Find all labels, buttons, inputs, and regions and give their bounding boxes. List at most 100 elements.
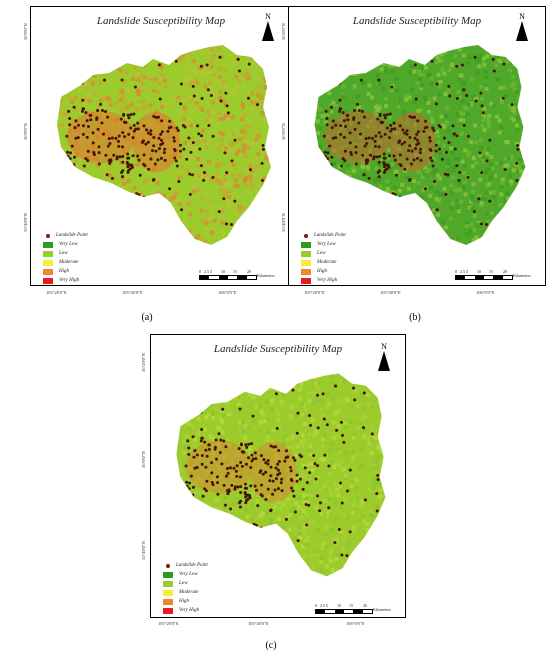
- landslide-point: [348, 468, 352, 472]
- landslide-point: [446, 173, 450, 177]
- legend-swatch: [43, 277, 53, 284]
- landslide-point: [117, 134, 121, 138]
- landslide-point: [365, 141, 369, 145]
- landslide-point: [85, 202, 89, 206]
- landslide-point: [352, 180, 356, 184]
- landslide-point: [158, 97, 162, 101]
- landslide-point: [363, 144, 367, 148]
- map-title: Landslide Susceptibility Map: [96, 15, 226, 27]
- landslide-point: [149, 157, 153, 161]
- landslide-point: [204, 448, 208, 452]
- landslide-point: [409, 162, 413, 166]
- landslide-point: [316, 464, 320, 468]
- landslide-point: [233, 487, 237, 491]
- landslide-point: [374, 134, 378, 138]
- landslide-point: [248, 496, 252, 500]
- landslide-point: [250, 442, 254, 446]
- landslide-point: [192, 455, 196, 459]
- landslide-point: [136, 127, 140, 131]
- landslide-point: [243, 482, 247, 486]
- landslide-point: [84, 111, 88, 115]
- landslide-point: [106, 210, 110, 214]
- landslide-point: [353, 108, 357, 112]
- landslide-point: [266, 462, 270, 466]
- landslide-point: [250, 453, 254, 457]
- landslide-point: [224, 445, 228, 449]
- landslide-point: [234, 469, 238, 473]
- lat-label-bottom: 35°40'0"N: [281, 213, 286, 232]
- landslide-point: [338, 109, 342, 113]
- landslide-point: [227, 521, 231, 525]
- landslide-point: [97, 162, 101, 166]
- landslide-point: [186, 439, 190, 443]
- landslide-point: [173, 156, 177, 160]
- landslide-point: [357, 121, 361, 125]
- landslide-point: [343, 159, 347, 163]
- landslide-point: [292, 456, 296, 460]
- landslide-point: [228, 393, 232, 397]
- landslide-point: [393, 193, 397, 197]
- landslide-point: [107, 137, 111, 141]
- lon-label-right: 106°0'0"E: [476, 290, 495, 295]
- landslide-point: [286, 455, 290, 459]
- landslide-point: [329, 105, 333, 109]
- landslide-point: [408, 135, 412, 139]
- landslide-point: [260, 526, 264, 530]
- landslide-point: [366, 159, 370, 163]
- landslide-point: [342, 179, 346, 183]
- panel-caption: (a): [141, 312, 153, 323]
- landslide-point: [123, 135, 127, 139]
- landslide-point: [452, 132, 456, 136]
- landslide-point: [473, 55, 477, 59]
- legend-low: Low: [301, 249, 346, 258]
- landslide-point: [195, 466, 199, 470]
- landslide-point: [211, 134, 215, 138]
- landslide-point: [82, 164, 86, 168]
- landslide-point: [505, 219, 509, 223]
- landslide-point: [238, 505, 242, 509]
- landslide-point: [157, 63, 161, 67]
- landslide-point: [390, 219, 394, 223]
- landslide-point: [80, 204, 84, 208]
- landslide-point: [227, 489, 231, 493]
- landslide-point: [127, 132, 131, 136]
- landslide-point: [264, 461, 268, 465]
- landslide-point: [385, 126, 389, 130]
- landslide-point: [85, 119, 89, 123]
- legend-low: Low: [43, 249, 88, 258]
- landslide-point: [337, 527, 341, 531]
- landslide-point: [480, 104, 484, 108]
- lon-label-mid: 105°40'0"E: [380, 290, 401, 295]
- landslide-point: [416, 130, 420, 134]
- landslide-point: [152, 144, 156, 148]
- landslide-point: [412, 158, 416, 162]
- landslide-point: [150, 149, 154, 153]
- landslide-point: [382, 160, 386, 164]
- landslide-point: [268, 479, 272, 483]
- landslide-point: [264, 470, 268, 474]
- landslide-point: [478, 151, 482, 155]
- landslide-point: [488, 138, 492, 142]
- landslide-point: [95, 118, 99, 122]
- legend-moderate: Moderate: [43, 258, 88, 267]
- legend-swatch: [43, 241, 53, 248]
- landslide-point: [262, 458, 266, 462]
- landslide-point: [326, 151, 330, 155]
- landslide-point: [342, 119, 346, 123]
- landslide-point: [126, 152, 130, 156]
- landslide-point: [325, 116, 329, 120]
- landslide-point: [291, 489, 295, 493]
- landslide-point: [210, 507, 214, 511]
- landslide-point: [230, 159, 234, 163]
- legend-swatch: [163, 607, 173, 614]
- landslide-point: [377, 145, 381, 149]
- landslide-point: [325, 423, 329, 427]
- landslide-point: [226, 471, 230, 475]
- landslide-point: [259, 469, 263, 473]
- landslide-point: [333, 541, 337, 545]
- landslide-point: [177, 179, 181, 183]
- landslide-point: [77, 75, 81, 79]
- landslide-point: [405, 129, 409, 133]
- landslide-point: [195, 453, 199, 457]
- landslide-point: [202, 171, 206, 175]
